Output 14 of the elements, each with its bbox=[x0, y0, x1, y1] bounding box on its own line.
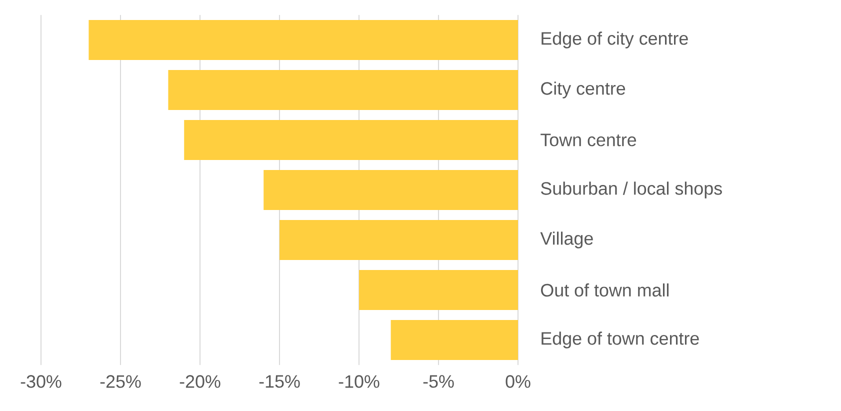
y-tick-label: Suburban / local shops bbox=[541, 182, 722, 198]
x-tick-label: -5% bbox=[423, 375, 454, 388]
x-tick-label: -10% bbox=[338, 375, 380, 388]
x-tick-label: -20% bbox=[180, 375, 220, 388]
y-tick-label: Town centre bbox=[540, 134, 636, 146]
y-tick-label: Edge of city centre bbox=[542, 32, 688, 48]
x-tick-label: -30% bbox=[20, 375, 62, 388]
y-tick-label: Out of town mall bbox=[541, 283, 669, 297]
x-tick-label: 0% bbox=[506, 375, 530, 388]
y-tick-label: City centre bbox=[541, 82, 626, 98]
y-tick-label: Edge of town centre bbox=[542, 332, 699, 348]
y-tick-label: Village bbox=[540, 232, 593, 248]
x-tick-label: -15% bbox=[259, 375, 300, 388]
x-tick-label: -25% bbox=[100, 375, 141, 388]
